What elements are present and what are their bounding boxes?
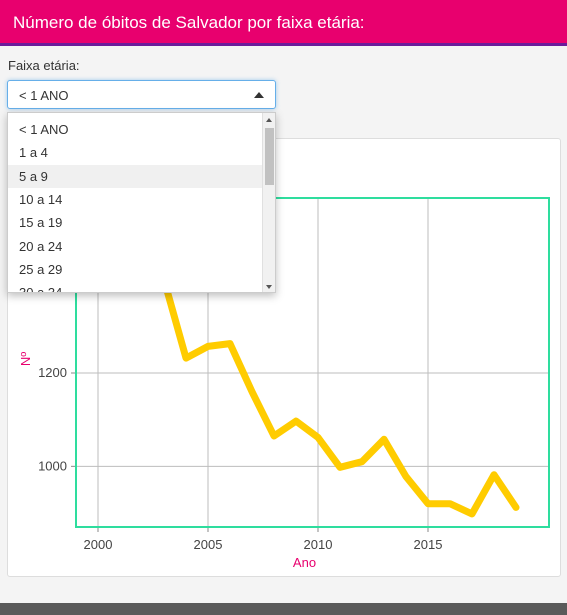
x-axis-title: Ano bbox=[293, 555, 316, 570]
y-tick-label: 1000 bbox=[38, 458, 67, 473]
scroll-up-icon[interactable] bbox=[266, 118, 272, 122]
y-axis-title: Nº bbox=[18, 352, 33, 366]
dropdown-scrollbar[interactable] bbox=[262, 113, 275, 292]
x-tick-label: 2010 bbox=[304, 537, 333, 552]
dropdown-option[interactable]: 25 a 29 bbox=[19, 261, 63, 277]
age-group-select[interactable]: < 1 ANO bbox=[7, 80, 276, 109]
x-tick-label: 2005 bbox=[194, 537, 223, 552]
page-title: Número de óbitos de Salvador por faixa e… bbox=[13, 13, 365, 32]
dropdown-option[interactable]: 10 a 14 bbox=[19, 191, 63, 207]
caret-up-icon[interactable] bbox=[254, 92, 264, 98]
dropdown-option[interactable]: < 1 ANO bbox=[19, 122, 69, 137]
age-group-label: Faixa etária: bbox=[8, 58, 80, 73]
x-tick-label: 2000 bbox=[84, 537, 113, 552]
y-tick-label: 1200 bbox=[38, 365, 67, 380]
series-line bbox=[160, 276, 520, 518]
dropdown-option[interactable]: 30 a 34 bbox=[19, 285, 63, 293]
dropdown-option[interactable]: 1 a 4 bbox=[19, 145, 48, 161]
dropdown-option[interactable]: 20 a 24 bbox=[19, 238, 63, 254]
bottom-bar bbox=[0, 603, 567, 615]
age-group-dropdown[interactable]: 30 a 34 25 a 29 20 a 24 15 a 19 10 a 14 5 a 9… bbox=[7, 112, 276, 293]
plot-frame bbox=[75, 197, 550, 528]
scrollbar-thumb[interactable] bbox=[265, 128, 274, 185]
app-header: Número de óbitos de Salvador por faixa e… bbox=[0, 0, 567, 46]
scroll-down-icon[interactable] bbox=[266, 285, 272, 289]
line-chart: 2000 2005 2010 2015 1000 1200 Ano Nº bbox=[18, 197, 550, 570]
x-tick-label: 2015 bbox=[414, 537, 443, 552]
dropdown-option[interactable]: 5 a 9 bbox=[8, 164, 263, 188]
age-group-selected-value: < 1 ANO bbox=[19, 88, 69, 103]
dropdown-option[interactable]: 15 a 19 bbox=[19, 215, 63, 231]
